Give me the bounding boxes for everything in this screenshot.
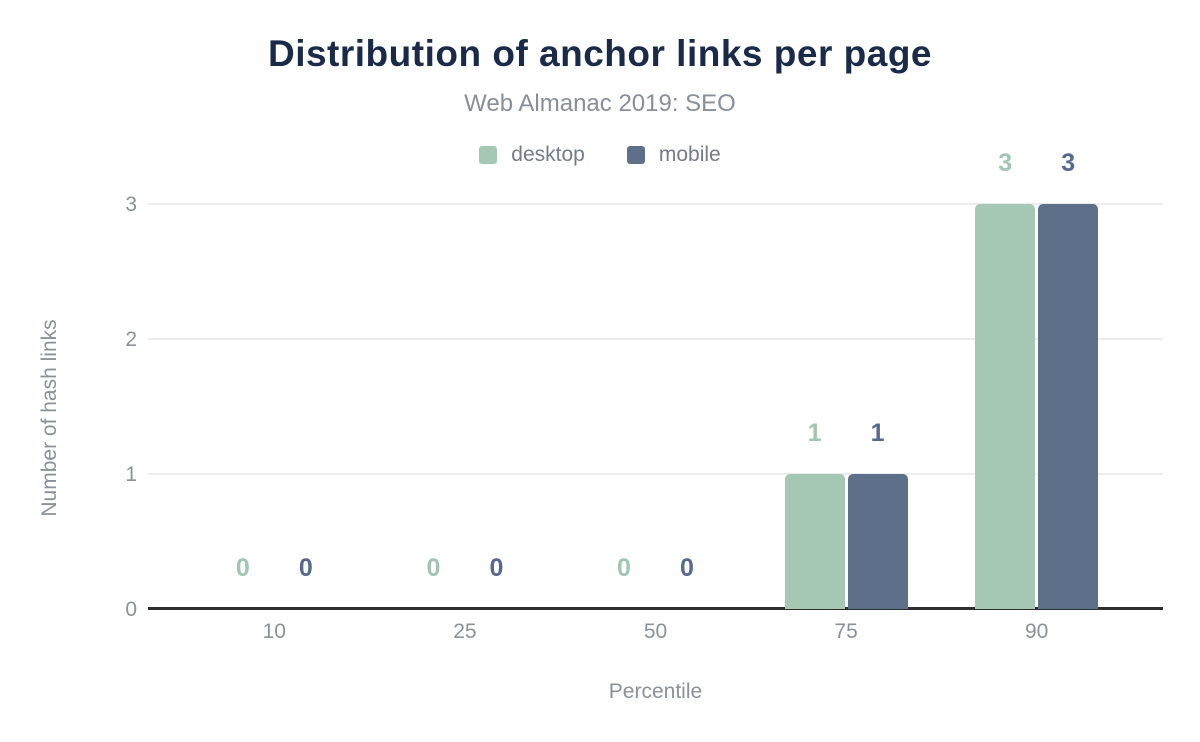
bar-mobile-p90[interactable] [1038, 204, 1099, 609]
value-label-desktop-p50: 0 [617, 554, 631, 582]
x-axis-line [148, 607, 1163, 610]
value-label-desktop-p90: 3 [998, 149, 1013, 177]
chart-title: Distribution of anchor links per page [267, 33, 932, 74]
legend-item-mobile[interactable]: mobile [626, 143, 721, 167]
value-label-mobile-p90: 3 [1061, 149, 1076, 177]
x-axis-title: Percentile [608, 680, 703, 703]
bar-mobile-p75[interactable] [847, 474, 908, 609]
bar-desktop-p90[interactable] [975, 204, 1036, 609]
value-label-mobile-p75: 1 [870, 419, 885, 447]
legend-label-mobile: mobile [658, 143, 721, 166]
gridline-y2 [148, 338, 1163, 340]
bar-desktop-p75[interactable] [784, 474, 845, 609]
desktop-swatch-icon [479, 146, 498, 164]
gridline-y3 [148, 203, 1163, 205]
x-axis-tick-90: 90 [1025, 620, 1049, 643]
value-label-desktop-p25: 0 [426, 554, 441, 582]
value-label-mobile-p50: 0 [680, 554, 694, 582]
y-axis-tick-3: 3 [125, 193, 137, 216]
x-axis-tick-25: 25 [453, 620, 477, 643]
value-label-desktop-p10: 0 [235, 554, 250, 582]
legend-label-desktop: desktop [511, 143, 585, 166]
value-label-desktop-p75: 1 [807, 419, 822, 447]
y-axis-title: Number of hash links [38, 319, 61, 517]
y-axis-tick-2: 2 [125, 328, 137, 351]
mobile-swatch-icon [626, 146, 645, 164]
value-label-mobile-p25: 0 [489, 554, 504, 582]
y-axis-tick-0: 0 [125, 598, 137, 621]
chart-subtitle: Web Almanac 2019: SEO [464, 90, 736, 117]
legend-item-desktop[interactable]: desktop [479, 143, 585, 167]
x-axis-tick-10: 10 [262, 620, 286, 643]
x-axis-tick-75: 75 [834, 620, 858, 643]
y-axis-tick-1: 1 [125, 463, 137, 486]
gridline-y1 [148, 473, 1163, 475]
x-axis-tick-50: 50 [643, 620, 668, 643]
value-label-mobile-p10: 0 [298, 554, 313, 582]
legend: desktop mobile [0, 143, 1200, 167]
